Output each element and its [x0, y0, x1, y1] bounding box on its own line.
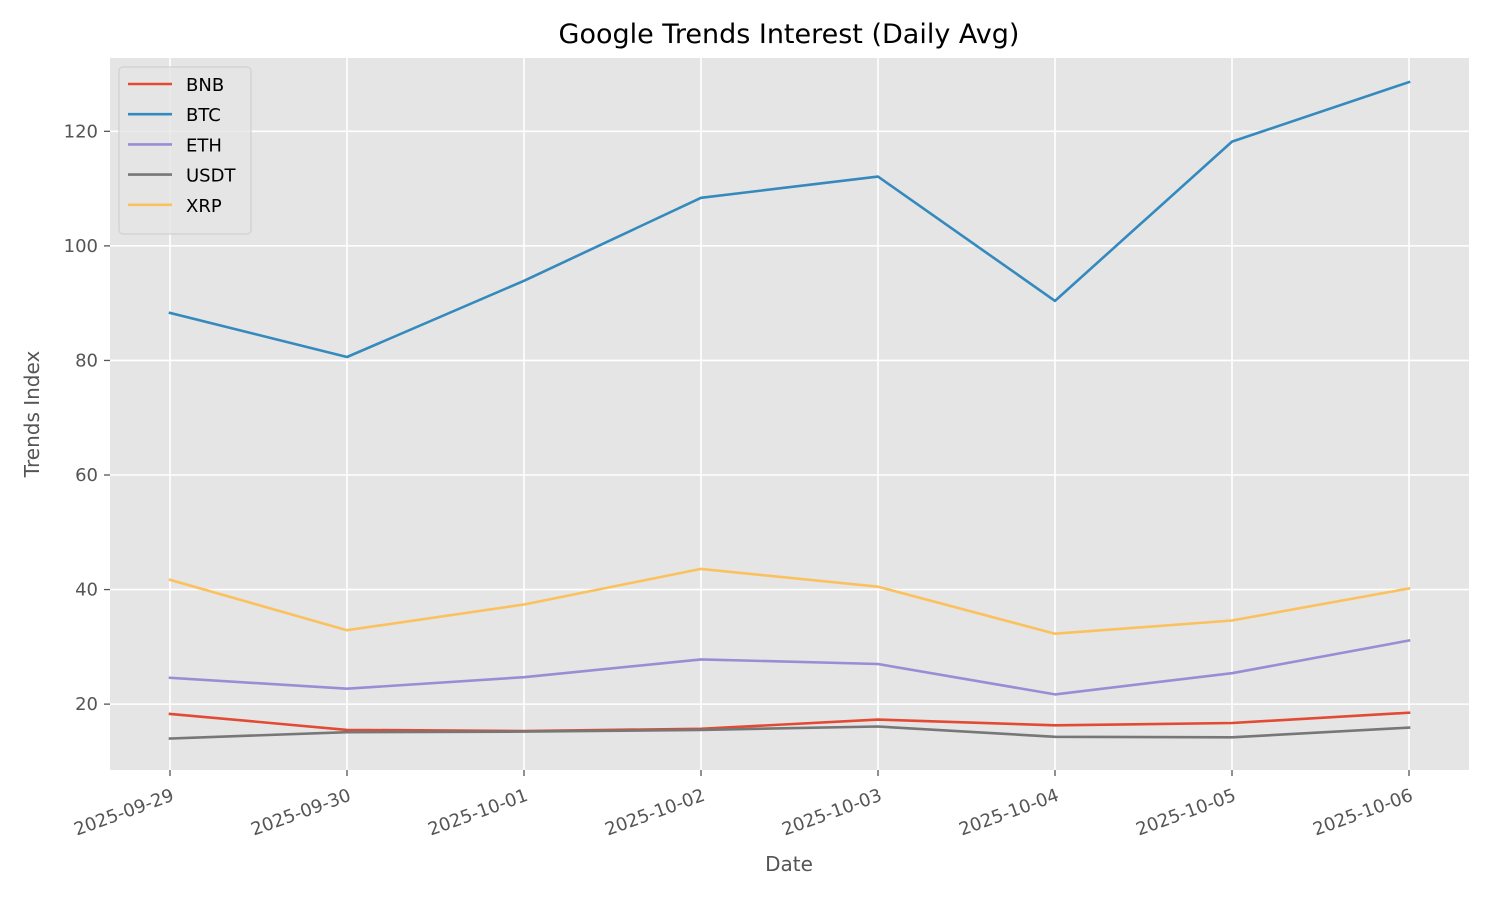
- plot-background: [110, 58, 1469, 770]
- series-line-xrp: [168, 567, 1411, 636]
- y-tick-label: 60: [75, 465, 98, 486]
- plot-area: [110, 58, 1469, 770]
- legend-label-eth: ETH: [186, 135, 222, 156]
- legend-label-bnb: BNB: [186, 75, 224, 96]
- legend: BNB BTC ETH USDT XRP: [118, 66, 252, 235]
- x-tick-label: 2025-09-29: [71, 785, 176, 841]
- x-tick-label: 2025-10-06: [1310, 785, 1415, 841]
- y-axis-label: Trends Index: [20, 351, 44, 479]
- x-tick-label: 2025-10-05: [1133, 785, 1238, 841]
- x-tick-label: 2025-10-02: [602, 785, 707, 841]
- series-line-bnb: [168, 711, 1411, 733]
- y-tick-label: 20: [75, 694, 98, 715]
- y-tick-label: 40: [75, 580, 98, 601]
- x-tick-label: 2025-10-01: [425, 785, 530, 841]
- series-lines: [168, 80, 1411, 740]
- chart-title: Google Trends Interest (Daily Avg): [559, 19, 1020, 50]
- legend-box: [118, 66, 252, 235]
- x-tick-label: 2025-10-03: [779, 785, 884, 841]
- y-tick-label: 80: [75, 350, 98, 371]
- x-tick-label: 2025-09-30: [248, 785, 353, 841]
- legend-label-usdt: USDT: [186, 166, 236, 187]
- legend-label-btc: BTC: [186, 105, 221, 126]
- series-line-btc: [168, 80, 1411, 359]
- y-tick-label: 100: [64, 236, 98, 257]
- series-line-eth: [168, 638, 1411, 696]
- x-tick-label: 2025-10-04: [956, 785, 1061, 841]
- legend-label-xrp: XRP: [186, 196, 222, 217]
- x-axis-label: Date: [765, 852, 813, 876]
- y-tick-label: 120: [64, 121, 98, 142]
- series-line-usdt: [168, 725, 1411, 740]
